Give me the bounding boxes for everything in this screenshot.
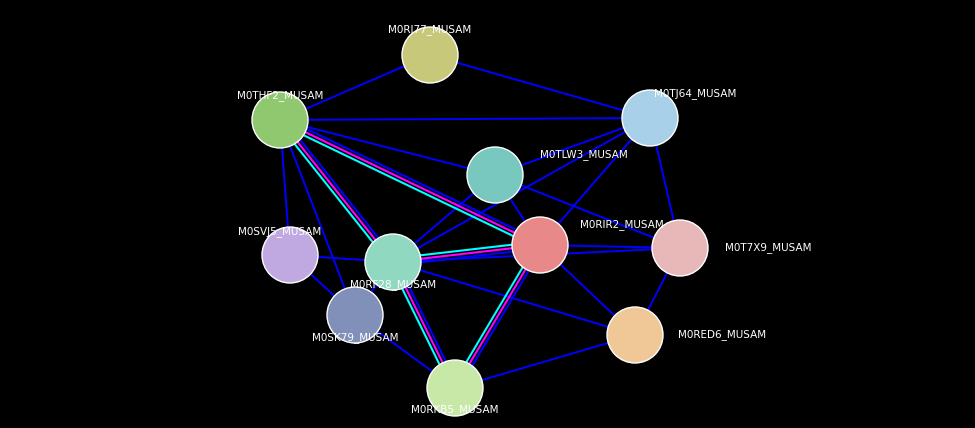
Circle shape — [427, 360, 483, 416]
Text: M0TLW3_MUSAM: M0TLW3_MUSAM — [540, 149, 628, 160]
Circle shape — [607, 307, 663, 363]
Text: M0RKB5_MUSAM: M0RKB5_MUSAM — [411, 404, 499, 416]
Circle shape — [652, 220, 708, 276]
Text: M0TJ64_MUSAM: M0TJ64_MUSAM — [654, 89, 736, 99]
Text: M0RED6_MUSAM: M0RED6_MUSAM — [678, 330, 766, 340]
Circle shape — [262, 227, 318, 283]
Circle shape — [252, 92, 308, 148]
Circle shape — [402, 27, 458, 83]
Text: M0SK79_MUSAM: M0SK79_MUSAM — [312, 333, 398, 343]
Circle shape — [365, 234, 421, 290]
Text: M0THF2_MUSAM: M0THF2_MUSAM — [237, 91, 323, 101]
Circle shape — [622, 90, 678, 146]
Circle shape — [467, 147, 523, 203]
Text: M0T7X9_MUSAM: M0T7X9_MUSAM — [725, 243, 811, 253]
Text: M0RI77_MUSAM: M0RI77_MUSAM — [388, 24, 472, 36]
Circle shape — [512, 217, 568, 273]
Text: M0RIR2_MUSAM: M0RIR2_MUSAM — [580, 220, 664, 230]
Text: M0SVJ5_MUSAM: M0SVJ5_MUSAM — [238, 226, 322, 238]
Text: M0RF28_MUSAM: M0RF28_MUSAM — [350, 279, 436, 291]
Circle shape — [327, 287, 383, 343]
